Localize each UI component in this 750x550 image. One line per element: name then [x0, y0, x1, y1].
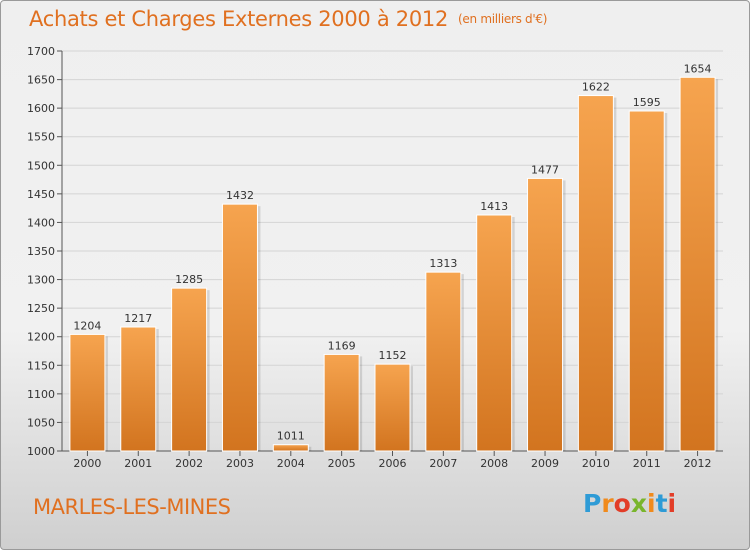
y-tick-label: 1000	[27, 445, 55, 458]
logo-letter: r	[601, 489, 614, 518]
chart-unit: (en milliers d'€)	[458, 12, 548, 26]
y-tick-label: 1550	[27, 131, 55, 144]
data-label: 1654	[684, 62, 712, 75]
y-tick-label: 1600	[27, 102, 55, 115]
data-label: 1313	[429, 257, 457, 270]
x-tick-label: 2002	[175, 457, 203, 470]
data-label: 1622	[582, 81, 610, 94]
proxiti-logo[interactable]: Proxiti	[583, 489, 676, 518]
data-label: 1204	[73, 319, 101, 332]
bar-2001	[120, 326, 157, 452]
bar-2009	[527, 177, 564, 452]
bar-2002	[171, 287, 208, 452]
bar-2007	[425, 271, 462, 452]
data-label: 1285	[175, 273, 203, 286]
bar-2010	[577, 95, 614, 452]
x-tick-label: 2005	[328, 457, 356, 470]
city-name: MARLES-LES-MINES	[33, 495, 231, 519]
bar-2004	[272, 444, 309, 452]
chart-title: Achats et Charges Externes 2000 à 2012 (e…	[29, 7, 547, 31]
y-tick-label: 1500	[27, 159, 55, 172]
y-tick-label: 1250	[27, 302, 55, 315]
bar-2011	[628, 110, 665, 452]
y-tick-label: 1200	[27, 331, 55, 344]
data-label: 1152	[379, 349, 407, 362]
x-tick-label: 2012	[684, 457, 712, 470]
data-label: 1595	[633, 96, 661, 109]
x-tick-label: 2009	[531, 457, 559, 470]
bar-2006	[374, 363, 411, 452]
y-tick-label: 1700	[27, 45, 55, 58]
x-axis: 2000 2001 2002 2003 2004 2005 2006 2007 2008 2009…	[73, 451, 712, 470]
data-label: 1011	[277, 430, 305, 443]
logo-letter: o	[613, 489, 631, 518]
bars	[69, 76, 719, 452]
x-tick-label: 2011	[633, 457, 661, 470]
x-tick-label: 2008	[480, 457, 508, 470]
x-tick-label: 2004	[277, 457, 305, 470]
data-label: 1217	[124, 312, 152, 325]
logo-letter: x	[630, 489, 647, 518]
x-tick-label: 2001	[124, 457, 152, 470]
logo-letter: t	[655, 489, 668, 518]
y-tick-label: 1650	[27, 74, 55, 87]
x-tick-label: 2007	[429, 457, 457, 470]
x-tick-label: 2003	[226, 457, 254, 470]
x-tick-label: 2000	[73, 457, 101, 470]
bar-2003	[221, 203, 258, 452]
y-tick-label: 1100	[27, 388, 55, 401]
y-tick-label: 1400	[27, 216, 55, 229]
bar-2008	[476, 214, 513, 452]
y-tick-label: 1350	[27, 245, 55, 258]
y-tick-label: 1150	[27, 359, 55, 372]
logo-letter: i	[647, 489, 656, 518]
data-label: 1413	[480, 200, 508, 213]
logo-letter: i	[667, 489, 677, 518]
data-label: 1169	[328, 339, 356, 352]
bar-2005	[323, 353, 360, 452]
data-label: 1432	[226, 189, 254, 202]
x-tick-label: 2010	[582, 457, 610, 470]
y-tick-label: 1300	[27, 274, 55, 287]
y-tick-label: 1450	[27, 188, 55, 201]
data-labels: 1204 1217 1285 1432 1011 1169 1152 1313 1413 1477…	[73, 62, 711, 442]
y-tick-label: 1050	[27, 416, 55, 429]
logo-letter: P	[583, 489, 602, 518]
bar-2012	[679, 76, 716, 452]
x-tick-label: 2006	[379, 457, 407, 470]
chart-title-text: Achats et Charges Externes 2000 à 2012	[29, 7, 449, 31]
bar-2000	[69, 333, 106, 452]
data-label: 1477	[531, 163, 559, 176]
